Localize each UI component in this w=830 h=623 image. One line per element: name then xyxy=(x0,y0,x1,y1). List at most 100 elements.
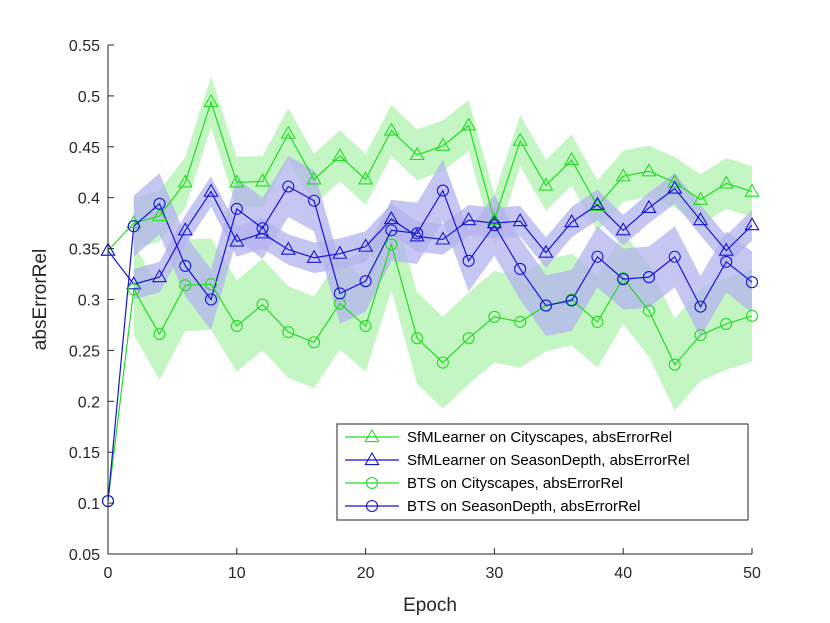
circle-marker xyxy=(230,202,243,215)
legend-circle-marker xyxy=(365,499,379,513)
triangle-marker xyxy=(512,213,528,227)
circle-marker xyxy=(359,319,372,333)
triangle-marker xyxy=(435,231,451,245)
triangle-marker xyxy=(383,122,399,136)
circle-marker xyxy=(333,297,346,310)
triangle-marker xyxy=(538,244,554,258)
y-tick-label: 0.25 xyxy=(69,343,100,360)
circle-marker xyxy=(642,304,656,317)
triangle-marker xyxy=(615,222,631,236)
triangle-marker xyxy=(461,117,477,131)
legend-label-4: BTS on SeasonDepth, absErrorRel xyxy=(407,498,640,515)
legend-triangle-marker xyxy=(364,428,380,443)
triangle-marker xyxy=(357,238,374,252)
circle-marker xyxy=(668,250,681,263)
x-axis-title: Epoch xyxy=(403,595,457,616)
circle-marker xyxy=(411,227,424,240)
y-tick-label: 0.55 xyxy=(69,38,100,55)
triangle-marker xyxy=(409,228,425,242)
circle-marker xyxy=(565,294,578,307)
circle-marker xyxy=(308,336,321,349)
circle-marker xyxy=(488,310,501,323)
triangle-marker xyxy=(126,276,142,290)
triangle-marker xyxy=(229,174,245,188)
circle-marker xyxy=(642,271,656,284)
y-tick-label: 0.05 xyxy=(69,547,100,564)
circle-marker xyxy=(462,254,475,267)
circle-marker xyxy=(308,194,321,207)
triangle-marker xyxy=(692,191,709,205)
series-markers xyxy=(100,93,760,508)
circle-marker xyxy=(694,300,707,313)
legend: SfMLearner on Cityscapes, absErrorRel SfM… xyxy=(336,423,749,521)
circle-marker xyxy=(668,358,681,371)
triangle-marker xyxy=(306,171,322,185)
triangle-marker xyxy=(151,269,168,283)
legend-box xyxy=(336,423,749,521)
circle-marker xyxy=(359,275,372,288)
triangle-marker xyxy=(383,210,399,225)
triangle-marker xyxy=(435,137,451,151)
triangle-marker xyxy=(409,146,425,161)
legend-label-2: SfMLearner on SeasonDepth, absErrorRel xyxy=(407,452,690,469)
series-line-2 xyxy=(107,187,753,285)
circle-marker xyxy=(153,197,166,210)
x-tick-label: 0 xyxy=(104,565,113,582)
triangle-marker xyxy=(692,211,709,226)
circle-marker xyxy=(179,279,192,292)
x-tick-label: 10 xyxy=(228,565,246,582)
triangle-marker xyxy=(744,183,760,197)
circle-marker xyxy=(256,222,269,235)
circle-marker xyxy=(204,293,218,306)
circle-marker xyxy=(153,328,166,341)
legend-label-3: BTS on Cityscapes, absErrorRel xyxy=(407,475,623,492)
triangle-marker xyxy=(718,242,734,256)
series-line-3 xyxy=(107,242,753,502)
circle-marker xyxy=(591,250,604,263)
circle-marker xyxy=(127,283,140,296)
triangle-marker xyxy=(254,173,271,187)
circle-marker xyxy=(745,276,759,289)
circle-marker xyxy=(745,309,759,322)
triangle-marker xyxy=(357,171,374,185)
legend-circle-marker xyxy=(365,476,379,490)
y-tick-label: 0.4 xyxy=(78,191,100,208)
circle-marker xyxy=(179,259,192,272)
y-tick-label: 0.5 xyxy=(78,89,100,106)
triangle-marker xyxy=(461,211,477,226)
circle-marker xyxy=(462,332,475,345)
triangle-marker xyxy=(280,241,296,255)
band-4 xyxy=(133,155,752,338)
circle-marker xyxy=(591,315,604,328)
circle-marker xyxy=(385,224,398,237)
circle-marker xyxy=(204,278,218,291)
series-line-4 xyxy=(107,185,753,502)
triangle-marker xyxy=(280,125,296,139)
triangle-marker xyxy=(486,215,503,229)
triangle-marker xyxy=(486,211,503,226)
triangle-marker xyxy=(203,93,219,108)
circle-marker xyxy=(617,273,630,286)
y-tick-label: 0.3 xyxy=(78,293,100,310)
axes: 0 10 20 30 40 50 0.05 0.1 0.15 0.2 0.25 0.3 0.35 0.4 0… xyxy=(30,38,761,616)
band-3 xyxy=(133,198,752,411)
circle-marker xyxy=(230,319,243,333)
triangle-marker xyxy=(564,151,580,166)
circle-marker xyxy=(436,184,449,197)
y-tick-label: 0.15 xyxy=(69,445,100,462)
x-tick-label: 30 xyxy=(486,565,504,582)
triangle-marker xyxy=(667,180,683,194)
circle-marker xyxy=(256,298,269,311)
legend-label-1: SfMLearner on Cityscapes, absErrorRel xyxy=(407,429,672,446)
triangle-marker xyxy=(641,199,657,213)
triangle-marker xyxy=(589,196,606,210)
triangle-marker xyxy=(229,233,245,247)
circle-marker xyxy=(436,356,449,369)
circle-marker xyxy=(720,255,733,268)
circle-marker xyxy=(514,262,527,276)
triangle-marker xyxy=(151,207,168,222)
circle-marker xyxy=(411,332,424,345)
circle-marker xyxy=(282,326,295,339)
triangle-marker xyxy=(667,174,683,188)
triangle-marker xyxy=(744,217,760,231)
